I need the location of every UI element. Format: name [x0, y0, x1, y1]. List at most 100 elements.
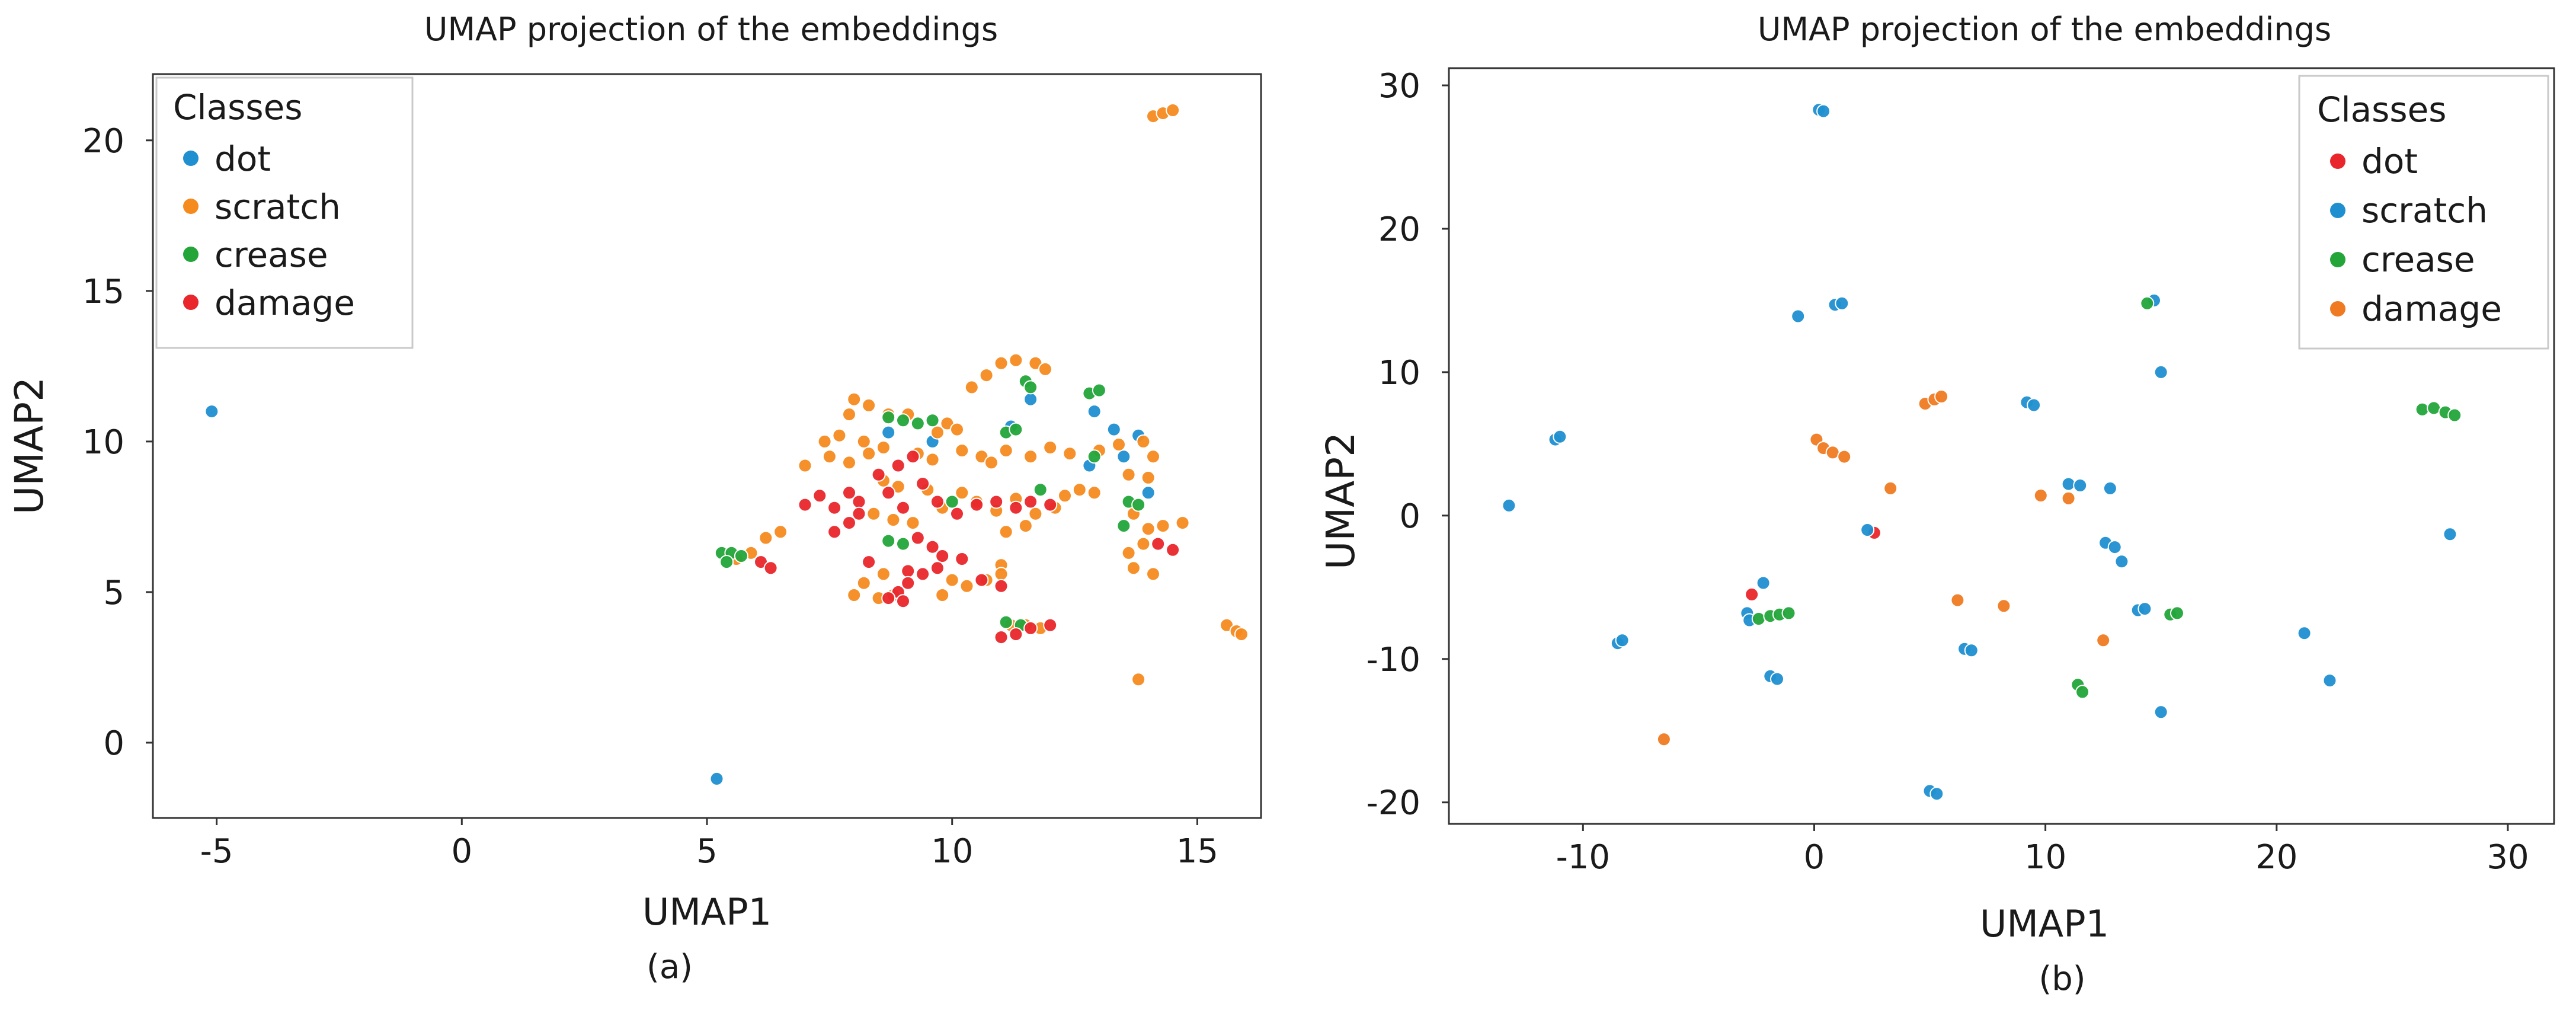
point-a-scratch-22: [822, 449, 837, 464]
legend-marker-a-2: [183, 247, 199, 262]
point-b-damage-7: [1883, 481, 1898, 496]
point-b-scratch-24: [1964, 643, 1979, 658]
legend-title-a: Classes: [173, 87, 303, 127]
x-tick-label-b-3: 20: [2255, 838, 2297, 877]
y-tick-label-a-1: 5: [103, 574, 124, 612]
point-a-scratch-59: [1141, 522, 1156, 536]
point-a-scratch-49: [905, 516, 920, 530]
point-a-damage-32: [994, 578, 1009, 593]
x-axis-label-b: UMAP1: [1980, 902, 2109, 945]
point-b-damage-3: [1837, 449, 1852, 464]
point-a-scratch-30: [999, 443, 1013, 458]
point-b-scratch-35: [1860, 523, 1875, 537]
point-a-damage-22: [852, 506, 866, 521]
x-tick-label-b-1: 0: [1804, 838, 1825, 877]
point-b-crease-9: [2415, 402, 2430, 417]
point-a-scratch-21: [798, 458, 812, 473]
scatter-panel-a: UMAP projection of the embeddings -5 0 5 10…: [7, 11, 1262, 986]
point-a-damage-11: [916, 477, 930, 491]
point-a-dot-8: [1116, 449, 1131, 464]
legend-label-b-3: damage: [2361, 289, 2502, 329]
point-b-scratch-11: [2073, 478, 2088, 493]
point-a-crease-22: [999, 615, 1013, 629]
point-a-scratch-3: [994, 356, 1009, 370]
point-a-damage-40: [1151, 536, 1166, 551]
point-a-scratch-78: [773, 525, 788, 539]
point-a-damage-30: [930, 561, 945, 576]
point-a-scratch-41: [1087, 485, 1102, 500]
axis-ticks-b: -10 0 10 20 30 -20 -10 0 10 20 30: [1367, 67, 2529, 877]
point-a-scratch-27: [955, 443, 969, 458]
y-axis-label-b: UMAP2: [1318, 432, 1364, 570]
point-a-scratch-20: [876, 440, 891, 455]
point-b-scratch-4: [1835, 296, 1849, 311]
point-a-scratch-38: [1121, 467, 1136, 482]
x-tick-label-a-1: 0: [451, 832, 472, 871]
legend-b: Classes dot scratch crease damage: [2298, 75, 2549, 350]
point-a-scratch-9: [847, 392, 862, 407]
point-a-scratch-18: [832, 428, 847, 443]
legend-label-b-2: crease: [2361, 239, 2475, 280]
legend-marker-a-1: [183, 199, 199, 214]
y-tick-label-b-0: -20: [1367, 784, 1420, 823]
point-a-damage-1: [763, 561, 778, 576]
point-a-crease-13: [1092, 383, 1106, 398]
legend-marker-b-2: [2330, 252, 2345, 267]
point-a-scratch-84: [1131, 672, 1146, 687]
y-tick-label-b-2: 0: [1399, 497, 1420, 536]
y-tick-label-b-4: 20: [1378, 210, 1420, 249]
point-a-damage-3: [812, 488, 827, 503]
point-b-crease-8: [2170, 606, 2184, 621]
point-a-scratch-8: [964, 380, 979, 395]
x-tick-label-b-2: 10: [2024, 838, 2066, 877]
point-a-damage-21: [842, 516, 856, 530]
legend-marker-b-1: [2330, 203, 2345, 218]
point-b-damage-12: [2096, 633, 2111, 648]
point-a-scratch-29: [984, 455, 999, 470]
point-a-scratch-65: [1146, 567, 1160, 581]
point-a-scratch-7: [979, 368, 994, 383]
point-a-dot-0: [204, 404, 219, 419]
point-a-scratch-39: [1141, 470, 1156, 485]
point-a-crease-5: [896, 413, 910, 428]
plot-frame-b: [1448, 67, 2555, 825]
point-a-damage-15: [969, 497, 984, 512]
y-tick-label-b-5: 30: [1378, 67, 1420, 106]
point-b-dot-1: [1745, 587, 1759, 602]
point-b-scratch-15: [2114, 554, 2129, 569]
point-a-damage-16: [989, 494, 1004, 509]
caption-a: (a): [647, 948, 693, 986]
point-a-damage-38: [1023, 621, 1038, 635]
point-b-damage-6: [1934, 389, 1949, 404]
point-a-crease-17: [1033, 482, 1048, 497]
point-b-scratch-16: [1756, 576, 1771, 590]
point-a-scratch-6: [1038, 362, 1052, 376]
point-a-crease-11: [1023, 380, 1038, 395]
data-points-b: [1502, 103, 2462, 801]
point-b-scratch-7: [1502, 498, 1516, 513]
point-b-crease-5: [2075, 685, 2090, 699]
point-b-scratch-6: [1553, 429, 1567, 444]
point-a-crease-14: [1087, 449, 1102, 464]
point-a-damage-14: [950, 506, 964, 521]
point-b-damage-8: [2033, 488, 2048, 503]
x-tick-label-b-0: -10: [1556, 838, 1610, 877]
point-a-dot-5: [1087, 404, 1102, 419]
point-a-dot-9: [1141, 485, 1156, 500]
point-a-scratch-35: [1112, 437, 1126, 452]
point-a-scratch-61: [1175, 516, 1190, 530]
point-b-damage-11: [1996, 599, 2011, 613]
point-a-damage-5: [842, 485, 856, 500]
point-a-damage-13: [930, 494, 945, 509]
point-a-scratch-83: [1234, 627, 1249, 642]
point-a-scratch-10: [862, 398, 876, 413]
point-a-damage-18: [1023, 494, 1038, 509]
point-a-crease-6: [910, 416, 925, 431]
legend-box-a: [155, 76, 414, 349]
point-a-scratch-64: [1126, 561, 1141, 576]
y-tick-label-a-2: 10: [82, 423, 124, 462]
point-a-scratch-77: [759, 530, 773, 545]
y-tick-label-a-0: 0: [103, 724, 124, 763]
legend-label-a-3: damage: [215, 283, 355, 323]
legend-label-b-1: scratch: [2361, 190, 2488, 231]
